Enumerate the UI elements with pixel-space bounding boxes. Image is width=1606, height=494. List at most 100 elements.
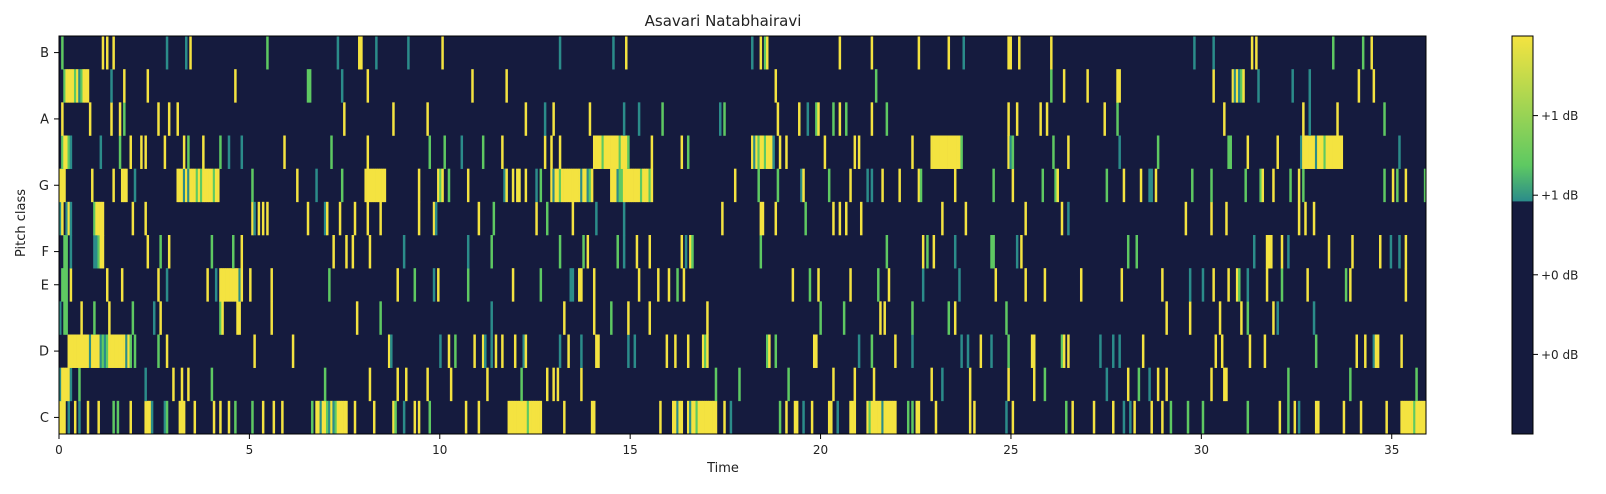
heatmap-cell	[774, 334, 778, 368]
heatmap-cell	[738, 367, 741, 402]
heatmap-cell	[1052, 135, 1055, 169]
heatmap-cell	[1400, 400, 1403, 435]
heatmap-cell	[1011, 168, 1015, 203]
heatmap-cell	[78, 400, 81, 435]
heatmap-cell	[176, 102, 179, 136]
heatmap-cell	[766, 36, 769, 70]
heatmap-cell	[65, 235, 68, 269]
heatmap-cell	[240, 268, 244, 302]
heatmap-cell	[911, 135, 914, 169]
heatmap-cell	[906, 400, 910, 435]
heatmap-cell	[340, 69, 344, 103]
heatmap-cell	[558, 334, 562, 368]
heatmap-cell	[1231, 69, 1235, 103]
heatmap-cell	[1338, 135, 1341, 169]
heatmap-cell	[1364, 334, 1367, 368]
heatmap-cell	[590, 168, 594, 203]
heatmap-cell	[1308, 69, 1312, 103]
heatmap-cell	[838, 36, 842, 70]
heatmap-cell	[321, 400, 325, 435]
heatmap-cell	[99, 135, 103, 169]
heatmap-cell	[592, 135, 596, 169]
heatmap-cell	[1299, 135, 1303, 169]
heatmap-cell	[558, 168, 562, 203]
heatmap-cell	[127, 334, 130, 368]
heatmap-cell	[97, 235, 100, 269]
heatmap-cell	[477, 400, 481, 435]
heatmap-cell	[586, 168, 590, 203]
heatmap-cell	[650, 168, 654, 203]
heatmap-cell	[535, 201, 538, 236]
heatmap-cell	[964, 201, 968, 236]
heatmap-cell	[637, 168, 641, 203]
heatmap-cell	[379, 301, 382, 335]
heatmap-cell	[1314, 135, 1318, 169]
heatmap-cell	[704, 400, 707, 435]
heatmap-cell	[610, 135, 613, 169]
heatmap-cell	[947, 135, 951, 169]
heatmap-cell	[1201, 268, 1205, 302]
heatmap-cell	[144, 367, 147, 402]
heatmap-cell	[723, 102, 726, 136]
heatmap-cell	[1005, 400, 1008, 435]
heatmap-cell	[578, 268, 581, 302]
heatmap-cell	[125, 334, 128, 368]
heatmap-cell	[1103, 102, 1106, 136]
heatmap-cell	[595, 135, 598, 169]
heatmap-cell	[1332, 135, 1335, 169]
heatmap-cell	[1321, 135, 1324, 169]
heatmap-cell	[1246, 400, 1250, 435]
heatmap-cell	[851, 400, 854, 435]
heatmap-cell	[879, 400, 882, 435]
heatmap-cell	[1212, 268, 1215, 302]
heatmap-cell	[387, 334, 391, 368]
heatmap-cell	[86, 400, 90, 435]
heatmap-cell	[219, 268, 222, 302]
heatmap-cell	[545, 367, 549, 402]
heatmap-cell	[1139, 168, 1143, 203]
heatmap-cell	[759, 235, 763, 269]
heatmap-cell	[101, 201, 105, 236]
heatmap-cell	[832, 201, 835, 236]
heatmap-cell	[657, 268, 660, 302]
heatmap-cell	[1359, 400, 1363, 435]
heatmap-cell	[61, 367, 64, 402]
heatmap-cell	[214, 268, 218, 302]
heatmap-cell	[61, 102, 64, 136]
heatmap-cell	[1310, 135, 1314, 169]
heatmap-cell	[1169, 400, 1173, 435]
heatmap-cell	[1218, 301, 1222, 335]
heatmap-cell	[261, 400, 265, 435]
heatmap-cell	[945, 135, 948, 169]
heatmap-cell	[881, 168, 884, 203]
heatmap-cell	[225, 268, 229, 302]
heatmap-cell	[61, 201, 64, 236]
heatmap-cell	[1235, 69, 1239, 103]
heatmap-cell	[667, 268, 671, 302]
heatmap-cell	[719, 102, 722, 136]
heatmap-cell	[291, 334, 295, 368]
heatmap-cell	[637, 268, 641, 302]
heatmap-cell	[1007, 135, 1010, 169]
heatmap-cell	[509, 400, 513, 435]
heatmap-cell	[375, 36, 378, 70]
heatmap-cell	[689, 400, 692, 435]
heatmap-cell	[941, 201, 944, 236]
heatmap-cell	[366, 69, 370, 103]
heatmap-cell	[1116, 102, 1119, 136]
heatmap-cell	[1220, 334, 1224, 368]
heatmap-cell	[67, 201, 71, 236]
plot-frame	[58, 35, 1427, 435]
heatmap-cell	[1212, 69, 1215, 103]
heatmap-cell	[240, 235, 244, 269]
heatmap-cell	[1355, 334, 1358, 368]
heatmap-cell	[1020, 235, 1023, 269]
heatmap-cell	[1423, 400, 1427, 435]
heatmap-cell	[144, 201, 147, 236]
y-tick-label: G	[39, 179, 49, 194]
heatmap-cell	[1417, 400, 1420, 435]
heatmap-cell	[503, 168, 506, 203]
heatmap-cell	[437, 268, 440, 302]
heatmap-cell	[110, 69, 113, 103]
heatmap-cell	[682, 268, 686, 302]
